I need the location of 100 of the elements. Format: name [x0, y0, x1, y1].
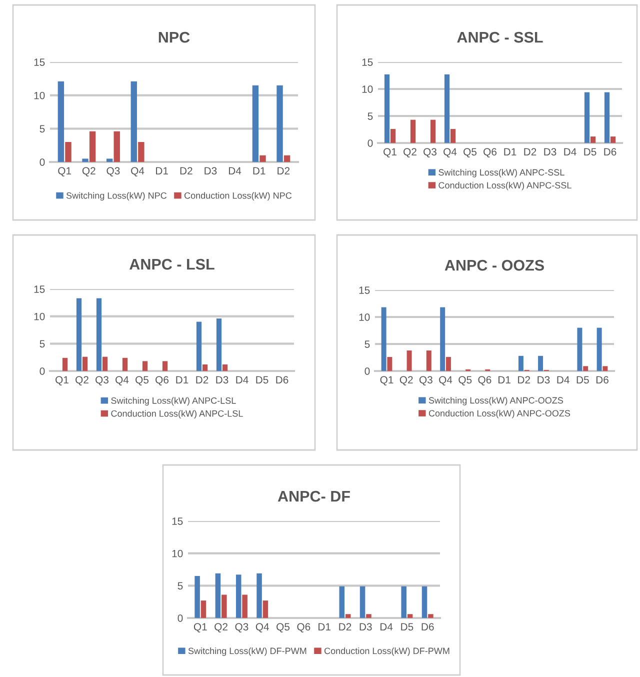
bar — [596, 328, 602, 371]
x-tick-label: D3 — [538, 376, 550, 384]
x-tick-label: Q5 — [276, 623, 290, 632]
x-tick-label: D6 — [422, 623, 434, 631]
x-tick-label: Q2 — [76, 376, 88, 386]
x-tick-label: D1 — [176, 376, 188, 384]
x-tick-label: D6 — [276, 376, 288, 384]
x-tick-label: Q5 — [136, 376, 149, 386]
x-tick-label: Q1 — [194, 623, 207, 632]
x-tick-label: Q6 — [484, 148, 496, 158]
bar — [196, 322, 202, 371]
bar — [216, 318, 222, 371]
x-tick-label: D2 — [524, 148, 536, 156]
y-tick-label: 15 — [359, 286, 370, 294]
x-tick-label: Q3 — [106, 167, 120, 176]
bar — [138, 142, 144, 162]
bar — [222, 364, 228, 371]
x-tick-label: D4 — [380, 623, 393, 630]
x-tick-label: Q4 — [444, 148, 457, 158]
bar — [194, 576, 200, 618]
x-tick-label: D5 — [401, 623, 414, 631]
bar — [256, 573, 262, 618]
y-tick-label: 5 — [364, 340, 370, 348]
legend-label: Switching Loss(kW) DF-PWM — [188, 647, 306, 656]
bar — [262, 600, 268, 618]
x-tick-label: D2 — [278, 167, 290, 174]
bar — [222, 594, 227, 618]
x-tick-label: Q2 — [400, 376, 413, 386]
bar — [276, 85, 283, 162]
bar — [130, 81, 137, 162]
y-tick-label: 5 — [40, 125, 45, 133]
bar — [96, 298, 102, 371]
x-tick-label: D5 — [584, 148, 596, 156]
bar — [122, 358, 128, 371]
x-tick-label: D3 — [204, 167, 217, 175]
x-tick-label: Q6 — [156, 376, 168, 386]
x-tick-label: Q2 — [404, 148, 416, 158]
bar — [426, 350, 432, 371]
x-tick-label: D3 — [544, 148, 556, 156]
x-tick-label: D1 — [498, 376, 510, 384]
x-tick-label: D1 — [253, 167, 266, 174]
chart-title: ANPC- DF — [278, 490, 350, 502]
x-tick-label: Q3 — [424, 148, 436, 158]
y-tick-label: 5 — [368, 112, 373, 120]
x-tick-label: D1 — [318, 623, 330, 630]
bar — [215, 573, 221, 618]
bar — [390, 128, 396, 143]
y-tick-label: 15 — [362, 58, 373, 66]
bar — [410, 120, 416, 143]
bar — [384, 74, 390, 143]
bar — [518, 356, 524, 371]
y-tick-label: 0 — [40, 158, 45, 166]
bar — [440, 307, 446, 371]
x-tick-label: D2 — [339, 623, 352, 630]
legend-label: Switching Loss(kW) NPC — [66, 192, 167, 201]
legend-label: Conduction Loss(kW) ANPC-LSL — [111, 410, 243, 419]
bar — [260, 155, 266, 162]
y-tick-label: 15 — [172, 518, 183, 525]
bar — [114, 131, 120, 162]
bar — [602, 366, 608, 371]
x-tick-label: Q4 — [116, 376, 129, 386]
x-tick-label: Q4 — [256, 623, 270, 632]
x-tick-label: D2 — [180, 167, 192, 174]
x-tick-label: Q6 — [297, 623, 310, 632]
bar — [406, 350, 412, 371]
bar — [284, 155, 290, 162]
x-tick-label: D6 — [596, 376, 608, 384]
y-tick-label: 15 — [34, 286, 45, 293]
bar — [446, 356, 451, 371]
x-tick-label: Q5 — [458, 376, 472, 386]
chart-title: ANPC - LSL — [130, 258, 214, 270]
y-tick-label: 0 — [178, 614, 183, 622]
legend-label: Switching Loss(kW) ANPC-LSL — [111, 397, 236, 406]
legend-label: Conduction Loss(kW) NPC — [184, 192, 292, 201]
x-tick-label: Q1 — [380, 376, 394, 386]
y-tick-label: 5 — [40, 340, 45, 348]
bar — [604, 92, 610, 143]
x-tick-label: Q1 — [384, 148, 396, 158]
x-tick-label: Q4 — [131, 167, 144, 176]
x-tick-label: Q3 — [96, 376, 108, 386]
bar — [450, 128, 456, 143]
x-tick-label: D4 — [228, 167, 242, 174]
chart-title: ANPC - SSL — [457, 32, 543, 43]
legend-label: Switching Loss(kW) ANPC-OOZS — [428, 396, 564, 406]
x-tick-label: D4 — [236, 376, 248, 384]
bar — [538, 356, 544, 371]
x-tick-label: D4 — [564, 148, 576, 156]
x-tick-label: Q5 — [464, 148, 477, 158]
x-tick-label: D5 — [576, 376, 589, 384]
bar — [65, 142, 72, 162]
x-tick-label: Q2 — [82, 167, 96, 176]
y-tick-label: 5 — [178, 582, 183, 590]
x-tick-label: D2 — [518, 376, 530, 384]
chart-title: ANPC - OOZS — [444, 260, 544, 271]
y-tick-label: 10 — [34, 312, 45, 320]
bar — [102, 356, 108, 371]
x-tick-label: D2 — [196, 376, 208, 384]
x-tick-label: Q1 — [56, 376, 68, 386]
bar — [106, 158, 113, 162]
y-tick-label: 0 — [40, 368, 45, 375]
